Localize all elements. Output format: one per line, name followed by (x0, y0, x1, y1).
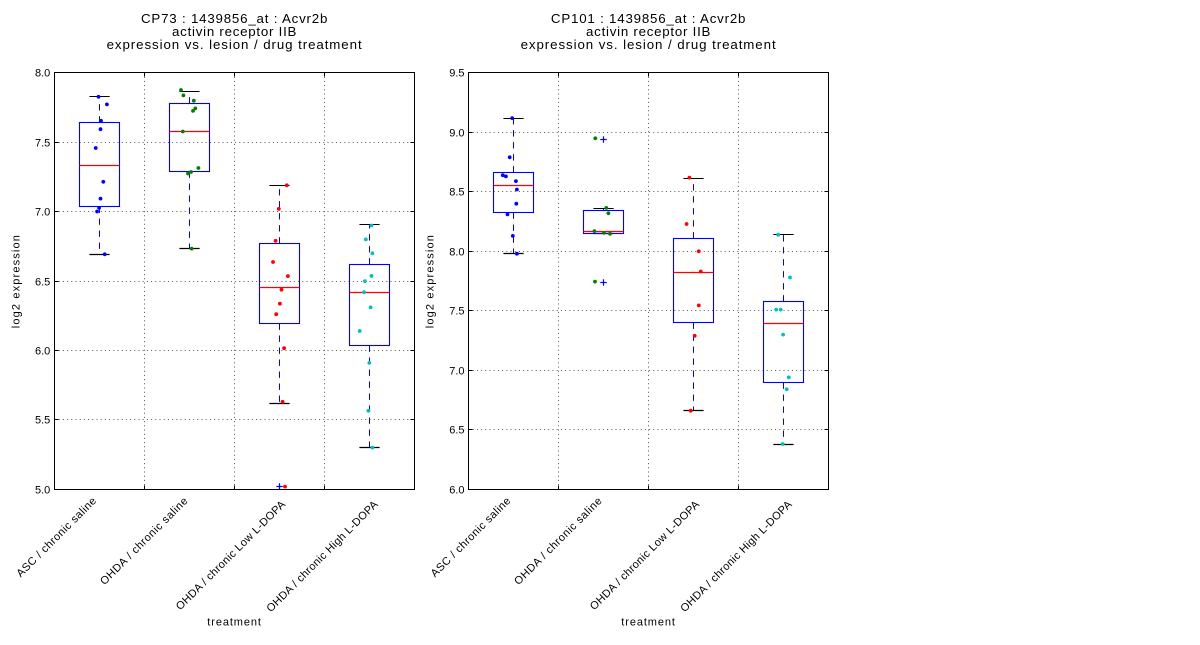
svg-text:treatment: treatment (621, 617, 676, 629)
svg-text:8.0: 8.0 (449, 247, 464, 259)
svg-text:6.5: 6.5 (35, 277, 50, 289)
svg-text:9.0: 9.0 (449, 128, 464, 140)
svg-text:5.0: 5.0 (35, 485, 50, 497)
svg-text:CP101 : 1439856_at : Acvr2b: CP101 : 1439856_at : Acvr2b (551, 11, 746, 26)
svg-text:activin receptor IIB: activin receptor IIB (172, 24, 297, 39)
svg-text:activin receptor IIB: activin receptor IIB (586, 24, 711, 39)
svg-text:9.5: 9.5 (449, 68, 464, 80)
svg-text:expression vs. lesion / drug t: expression vs. lesion / drug treatment (521, 37, 777, 52)
svg-text:8.0: 8.0 (35, 68, 50, 80)
svg-text:7.5: 7.5 (449, 306, 464, 318)
svg-text:5.5: 5.5 (35, 415, 50, 427)
svg-text:6.0: 6.0 (35, 346, 50, 358)
svg-text:treatment: treatment (207, 617, 262, 629)
svg-text:log2 expression: log2 expression (11, 234, 23, 328)
svg-text:7.0: 7.0 (35, 207, 50, 219)
svg-text:8.5: 8.5 (449, 187, 464, 199)
svg-text:7.5: 7.5 (35, 138, 50, 150)
svg-text:6.5: 6.5 (449, 425, 464, 437)
svg-text:expression vs. lesion / drug t: expression vs. lesion / drug treatment (107, 37, 363, 52)
svg-text:7.0: 7.0 (449, 366, 464, 378)
svg-text:log2 expression: log2 expression (425, 234, 437, 328)
svg-text:6.0: 6.0 (449, 485, 464, 497)
svg-text:CP73 : 1439856_at : Acvr2b: CP73 : 1439856_at : Acvr2b (141, 11, 328, 26)
